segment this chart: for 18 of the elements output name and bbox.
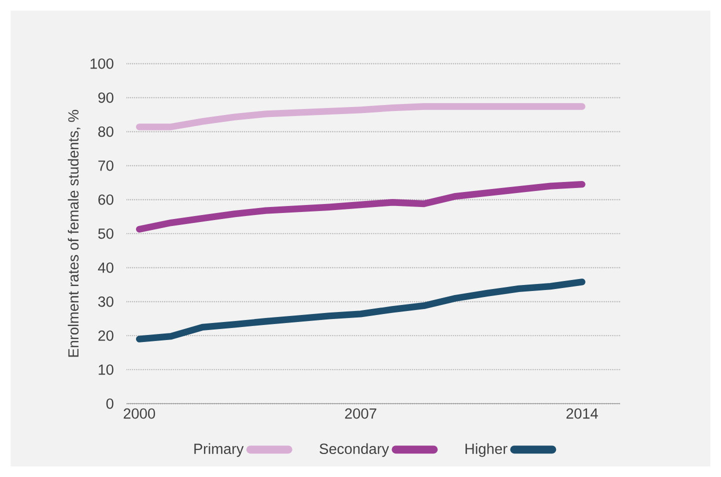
y-tick-label: 0 <box>106 398 114 409</box>
y-tick-label: 70 <box>98 160 114 171</box>
x-tick-label: 2000 <box>124 408 156 419</box>
y-axis-title: Enrolment rates of female students, % <box>68 110 80 357</box>
legend-label: Primary <box>194 443 244 457</box>
x-tick-label: 2014 <box>566 408 598 419</box>
x-tick-label: 2007 <box>345 408 376 419</box>
y-tick-label: 30 <box>98 296 114 307</box>
y-tick-label: 40 <box>98 262 114 273</box>
y-tick-label: 60 <box>98 194 114 205</box>
legend-label: Secondary <box>320 443 390 457</box>
legend-label: Higher <box>466 443 508 457</box>
y-tick-label: 10 <box>98 364 114 375</box>
y-tick-label: 80 <box>98 126 114 137</box>
y-tick-label: 90 <box>98 92 114 103</box>
y-tick-label: 50 <box>98 228 114 239</box>
y-tick-label: 100 <box>90 58 114 69</box>
y-tick-label: 20 <box>98 330 114 341</box>
